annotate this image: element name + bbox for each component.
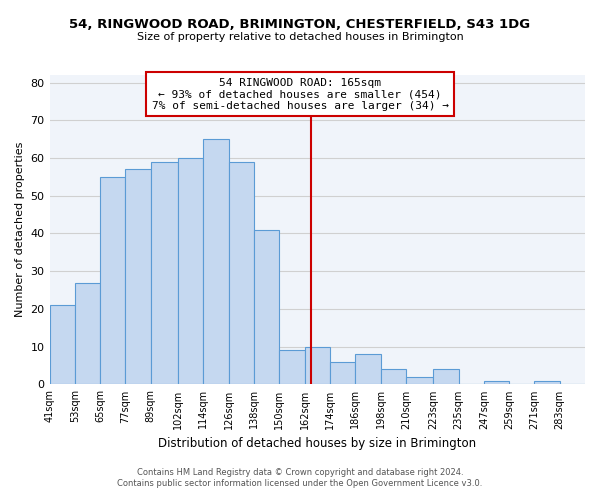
- Bar: [433, 370, 458, 384]
- Bar: [75, 282, 100, 384]
- Bar: [229, 162, 254, 384]
- Bar: [203, 139, 229, 384]
- Bar: [254, 230, 280, 384]
- Bar: [280, 350, 305, 384]
- Bar: [406, 377, 433, 384]
- X-axis label: Distribution of detached houses by size in Brimington: Distribution of detached houses by size …: [158, 437, 476, 450]
- Bar: [100, 177, 125, 384]
- Bar: [125, 170, 151, 384]
- Text: Size of property relative to detached houses in Brimington: Size of property relative to detached ho…: [137, 32, 463, 42]
- Bar: [305, 346, 330, 385]
- Text: 54, RINGWOOD ROAD, BRIMINGTON, CHESTERFIELD, S43 1DG: 54, RINGWOOD ROAD, BRIMINGTON, CHESTERFI…: [70, 18, 530, 30]
- Bar: [178, 158, 203, 384]
- Y-axis label: Number of detached properties: Number of detached properties: [15, 142, 25, 318]
- Text: Contains HM Land Registry data © Crown copyright and database right 2024.
Contai: Contains HM Land Registry data © Crown c…: [118, 468, 482, 487]
- Bar: [380, 370, 406, 384]
- Bar: [484, 380, 509, 384]
- Bar: [535, 380, 560, 384]
- Text: 54 RINGWOOD ROAD: 165sqm
← 93% of detached houses are smaller (454)
7% of semi-d: 54 RINGWOOD ROAD: 165sqm ← 93% of detach…: [151, 78, 449, 110]
- Bar: [151, 162, 178, 384]
- Bar: [355, 354, 380, 384]
- Bar: [330, 362, 355, 384]
- Bar: [50, 305, 75, 384]
